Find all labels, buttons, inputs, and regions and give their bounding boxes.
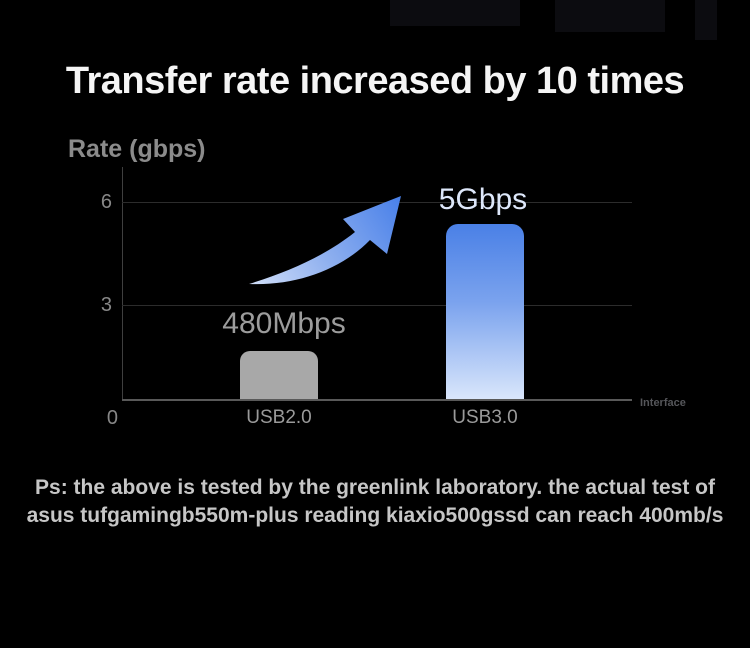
- bar-usb2: [240, 351, 318, 399]
- x-label-usb2: USB2.0: [246, 407, 312, 428]
- top-photo-remnant: [695, 0, 717, 40]
- top-photo-remnant: [390, 0, 520, 26]
- y-tick-3: 3: [100, 294, 112, 316]
- x-axis-line: [122, 399, 632, 401]
- gridline-6: [122, 202, 632, 203]
- bar-usb3: [446, 224, 524, 399]
- y-tick-0: 0: [106, 407, 118, 429]
- y-axis-line: [122, 167, 123, 400]
- top-photo-remnant: [555, 0, 665, 32]
- bar-value-usb3: 5Gbps: [438, 183, 528, 216]
- page-title: Transfer rate increased by 10 times: [65, 60, 685, 102]
- footnote: Ps: the above is tested by the greenlink…: [0, 474, 750, 530]
- footnote-line-2: asus tufgamingb550m-plus reading kiaxio5…: [26, 504, 724, 527]
- footnote-line-1: Ps: the above is tested by the greenlink…: [35, 476, 715, 499]
- y-tick-6: 6: [100, 191, 112, 213]
- x-axis-label: Interface: [640, 397, 686, 409]
- y-axis-label: Rate (gbps): [68, 135, 206, 163]
- x-label-usb3: USB3.0: [452, 407, 518, 428]
- growth-arrow-icon: [249, 196, 401, 285]
- gridline-3: [122, 305, 632, 306]
- bar-value-usb2: 480Mbps: [222, 307, 346, 340]
